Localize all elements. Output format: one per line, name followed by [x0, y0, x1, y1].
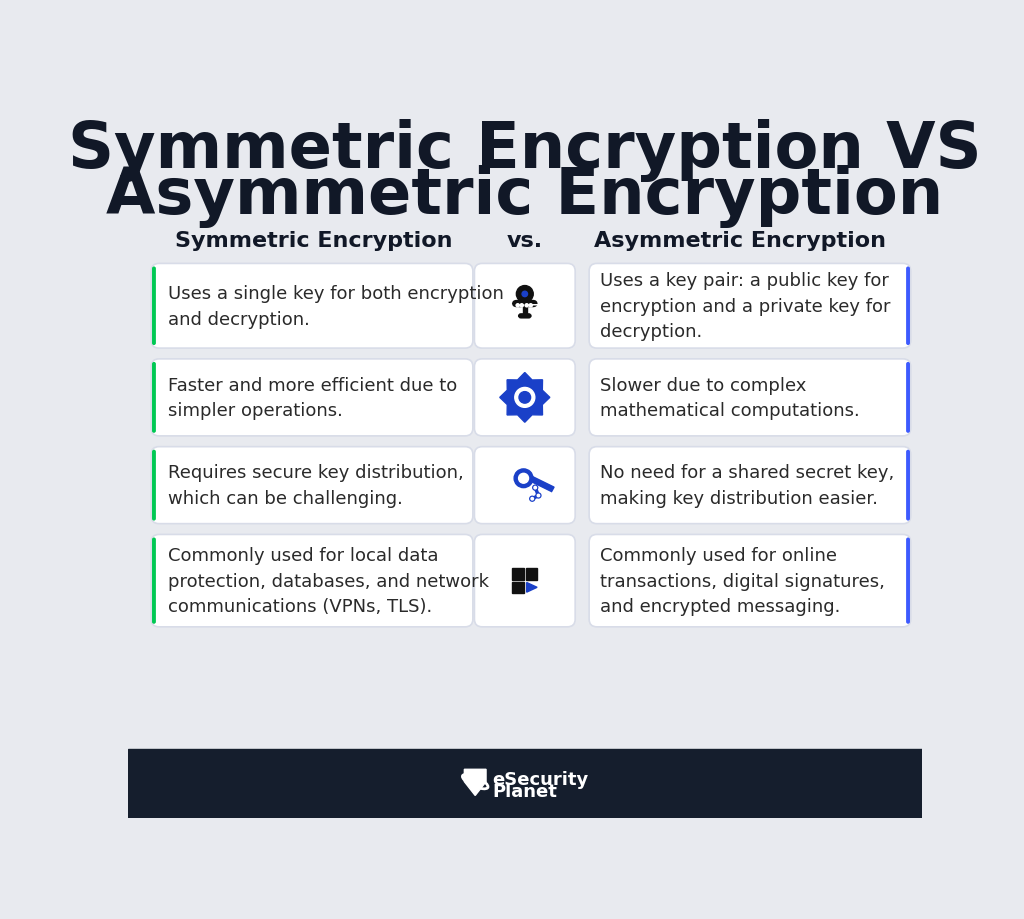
Circle shape	[534, 487, 537, 489]
Text: Faster and more efficient due to
simpler operations.: Faster and more efficient due to simpler…	[168, 376, 457, 420]
Polygon shape	[464, 769, 486, 796]
FancyBboxPatch shape	[152, 450, 156, 521]
FancyBboxPatch shape	[589, 264, 910, 348]
Text: −: −	[530, 298, 541, 311]
Circle shape	[529, 496, 535, 502]
Text: ●: ●	[523, 301, 529, 307]
Text: Uses a single key for both encryption
and decryption.: Uses a single key for both encryption an…	[168, 285, 504, 328]
Circle shape	[515, 388, 535, 408]
Bar	[522, 307, 527, 314]
Text: Asymmetric Encryption: Asymmetric Encryption	[106, 165, 943, 228]
Bar	[128, 749, 922, 818]
Polygon shape	[500, 373, 550, 423]
FancyBboxPatch shape	[152, 264, 473, 348]
Text: eSecurity: eSecurity	[493, 770, 589, 788]
Text: Symmetric Encryption: Symmetric Encryption	[175, 231, 453, 251]
Text: Slower due to complex
mathematical computations.: Slower due to complex mathematical compu…	[600, 376, 860, 420]
FancyBboxPatch shape	[589, 359, 910, 437]
Text: ●: ●	[519, 301, 524, 307]
Circle shape	[518, 474, 528, 483]
Bar	[512, 569, 524, 580]
Text: Asymmetric Encryption: Asymmetric Encryption	[594, 231, 886, 251]
Bar	[525, 569, 538, 580]
FancyBboxPatch shape	[474, 448, 575, 524]
FancyBboxPatch shape	[152, 267, 156, 346]
FancyBboxPatch shape	[152, 448, 473, 524]
FancyBboxPatch shape	[152, 359, 473, 437]
FancyBboxPatch shape	[906, 363, 910, 434]
Circle shape	[531, 498, 534, 501]
FancyBboxPatch shape	[474, 264, 575, 348]
FancyBboxPatch shape	[906, 267, 910, 346]
Text: No need for a shared secret key,
making key distribution easier.: No need for a shared secret key, making …	[600, 464, 894, 507]
FancyBboxPatch shape	[906, 450, 910, 521]
Circle shape	[514, 470, 532, 488]
FancyBboxPatch shape	[152, 535, 473, 627]
Polygon shape	[530, 477, 554, 492]
Text: Planet: Planet	[493, 782, 557, 800]
Bar	[512, 582, 524, 594]
Circle shape	[538, 494, 540, 497]
Circle shape	[532, 485, 538, 491]
Circle shape	[519, 392, 530, 403]
FancyBboxPatch shape	[589, 535, 910, 627]
Circle shape	[522, 292, 527, 298]
Text: ●: ●	[515, 301, 520, 307]
FancyBboxPatch shape	[518, 313, 531, 319]
Polygon shape	[526, 583, 537, 593]
FancyBboxPatch shape	[512, 301, 538, 308]
FancyBboxPatch shape	[906, 538, 910, 624]
Text: Commonly used for local data
protection, databases, and network
communications (: Commonly used for local data protection,…	[168, 546, 488, 616]
Text: Uses a key pair: a public key for
encryption and a private key for
decryption.: Uses a key pair: a public key for encryp…	[600, 272, 891, 341]
Circle shape	[516, 286, 534, 303]
FancyBboxPatch shape	[152, 363, 156, 434]
Text: Symmetric Encryption VS: Symmetric Encryption VS	[68, 119, 982, 182]
Text: Requires secure key distribution,
which can be challenging.: Requires secure key distribution, which …	[168, 464, 463, 507]
Text: Commonly used for online
transactions, digital signatures,
and encrypted messagi: Commonly used for online transactions, d…	[600, 546, 885, 616]
FancyBboxPatch shape	[474, 359, 575, 437]
FancyBboxPatch shape	[152, 538, 156, 624]
FancyBboxPatch shape	[474, 535, 575, 627]
Circle shape	[536, 494, 541, 498]
Text: vs.: vs.	[507, 231, 543, 251]
Text: ●: ●	[528, 301, 534, 307]
FancyBboxPatch shape	[589, 448, 910, 524]
